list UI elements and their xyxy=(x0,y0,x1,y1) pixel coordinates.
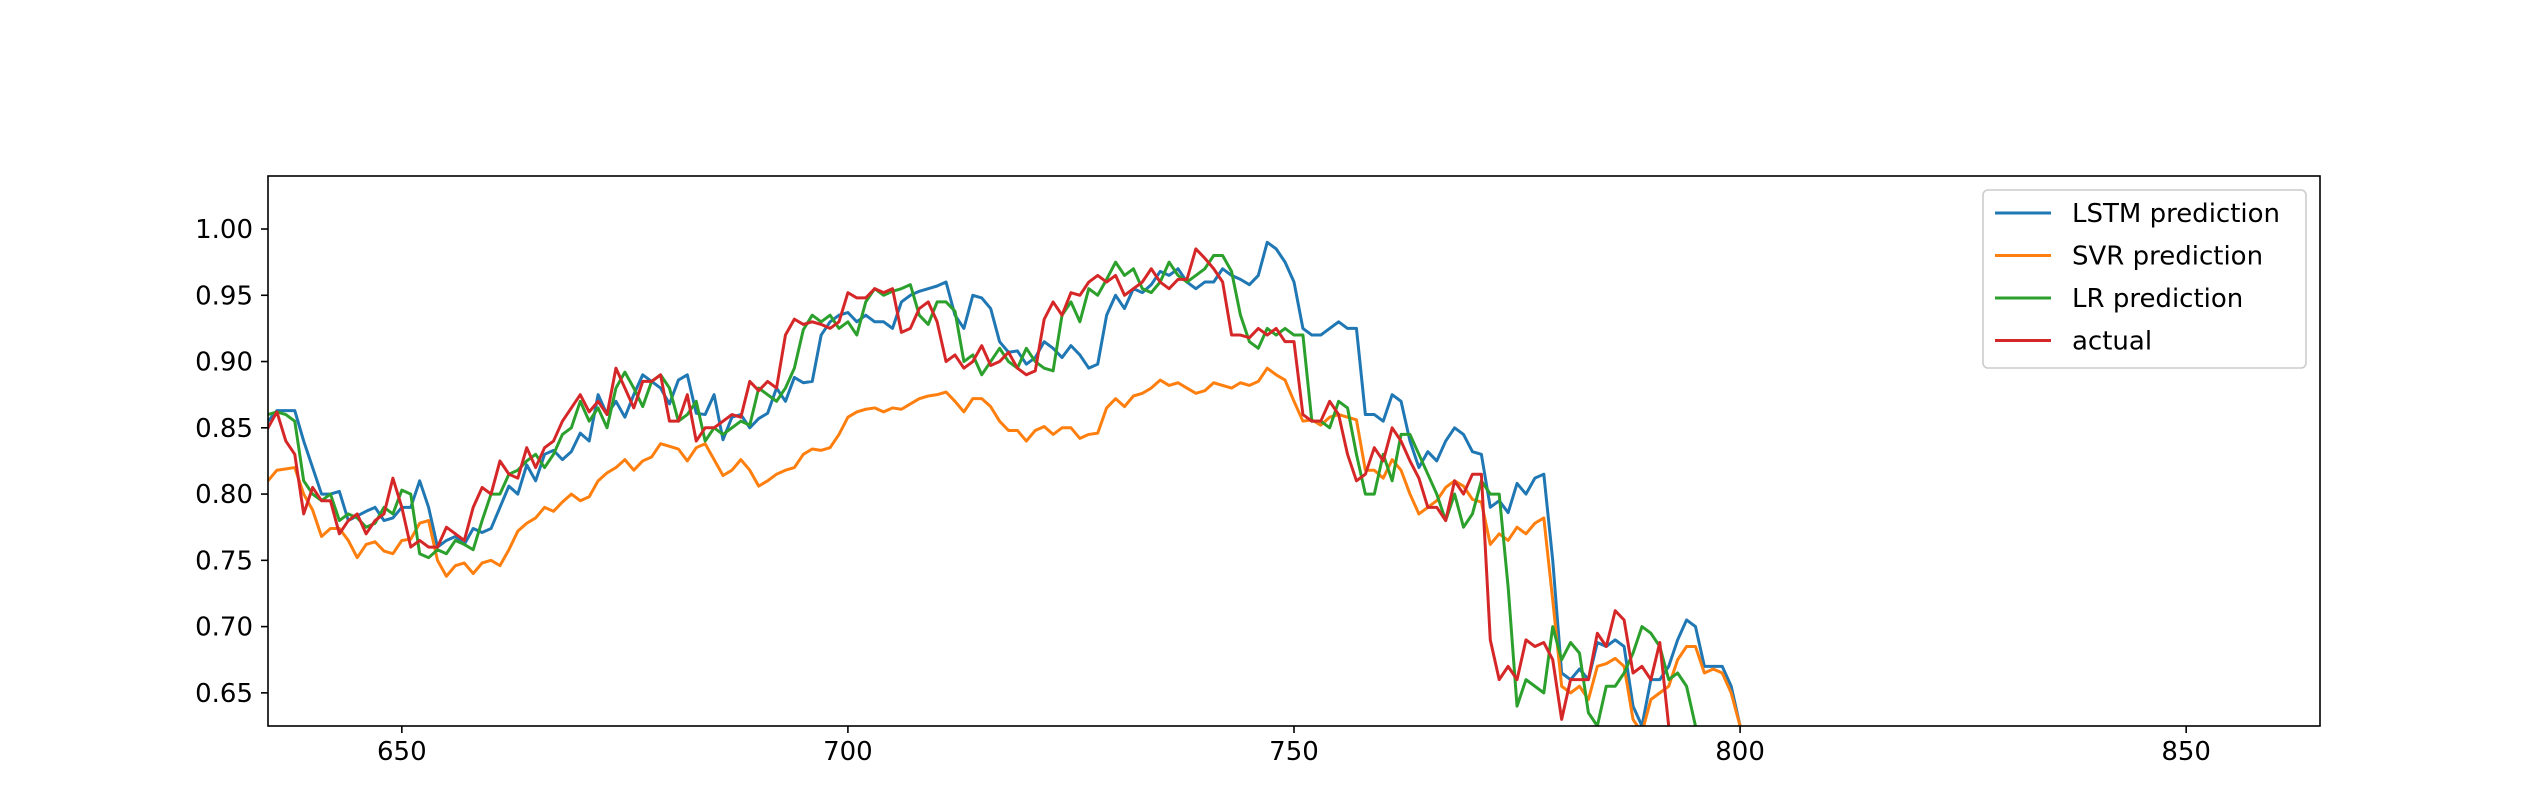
y-tick-label: 0.85 xyxy=(195,414,253,444)
series-line-lstm-prediction xyxy=(268,240,1742,726)
legend-label: SVR prediction xyxy=(2072,242,2263,272)
x-tick-label: 700 xyxy=(823,737,873,767)
x-tick-label: 750 xyxy=(1269,737,1319,767)
y-tick-label: 0.95 xyxy=(195,281,253,311)
legend: LSTM prediction SVR prediction LR predicti… xyxy=(1982,189,2307,369)
x-tick-label: 800 xyxy=(1715,737,1765,767)
legend-label: actual xyxy=(2072,327,2152,357)
series-layer xyxy=(268,240,1742,726)
y-tick-label: 0.70 xyxy=(195,613,253,643)
series-line-actual xyxy=(268,247,1671,726)
x-axis: 650 700 750 800 850 xyxy=(377,726,2211,767)
legend-label: LR prediction xyxy=(2072,284,2243,314)
x-tick-label: 850 xyxy=(2161,737,2211,767)
series-line-lr-prediction xyxy=(268,254,1698,726)
y-tick-label: 0.65 xyxy=(195,679,253,709)
y-axis: 0.65 0.70 0.75 0.80 0.85 0.90 0.95 1.00 xyxy=(195,215,268,709)
legend-label: LSTM prediction xyxy=(2072,199,2280,229)
y-tick-label: 0.75 xyxy=(195,546,253,576)
legend-box xyxy=(1982,189,2307,369)
x-tick-label: 650 xyxy=(377,737,427,767)
series-line-svr-prediction xyxy=(268,366,1742,726)
y-tick-label: 1.00 xyxy=(195,215,253,245)
y-tick-label: 0.90 xyxy=(195,348,253,378)
y-tick-label: 0.80 xyxy=(195,480,253,510)
